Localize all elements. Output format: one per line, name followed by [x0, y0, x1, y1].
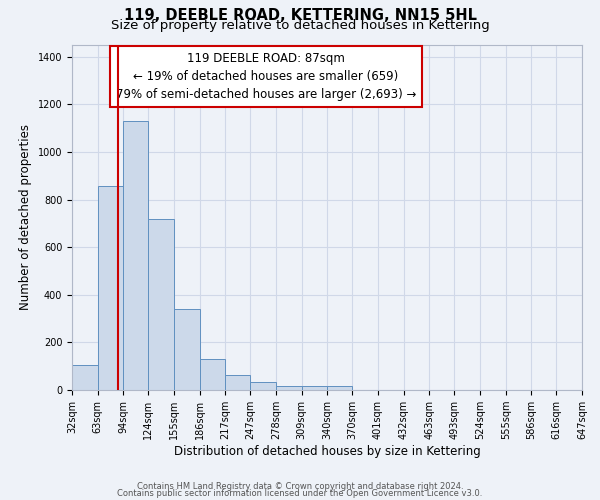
Bar: [148, 218, 174, 390]
Bar: [124, 121, 148, 390]
Text: 119 DEEBLE ROAD: 87sqm
← 19% of detached houses are smaller (659)
79% of semi-de: 119 DEEBLE ROAD: 87sqm ← 19% of detached…: [116, 52, 416, 101]
Bar: [276, 386, 302, 390]
Bar: [98, 186, 124, 390]
Bar: [328, 386, 352, 390]
Bar: [72, 364, 98, 390]
Bar: [174, 309, 200, 390]
Bar: [226, 375, 250, 390]
Text: Contains public sector information licensed under the Open Government Licence v3: Contains public sector information licen…: [118, 490, 482, 498]
Text: Contains HM Land Registry data © Crown copyright and database right 2024.: Contains HM Land Registry data © Crown c…: [137, 482, 463, 491]
Y-axis label: Number of detached properties: Number of detached properties: [19, 124, 32, 310]
Text: 119, DEEBLE ROAD, KETTERING, NN15 5HL: 119, DEEBLE ROAD, KETTERING, NN15 5HL: [124, 8, 476, 22]
Text: Size of property relative to detached houses in Kettering: Size of property relative to detached ho…: [110, 18, 490, 32]
X-axis label: Distribution of detached houses by size in Kettering: Distribution of detached houses by size …: [173, 445, 481, 458]
Bar: [200, 359, 226, 390]
Bar: [302, 386, 328, 390]
Bar: [250, 382, 276, 390]
